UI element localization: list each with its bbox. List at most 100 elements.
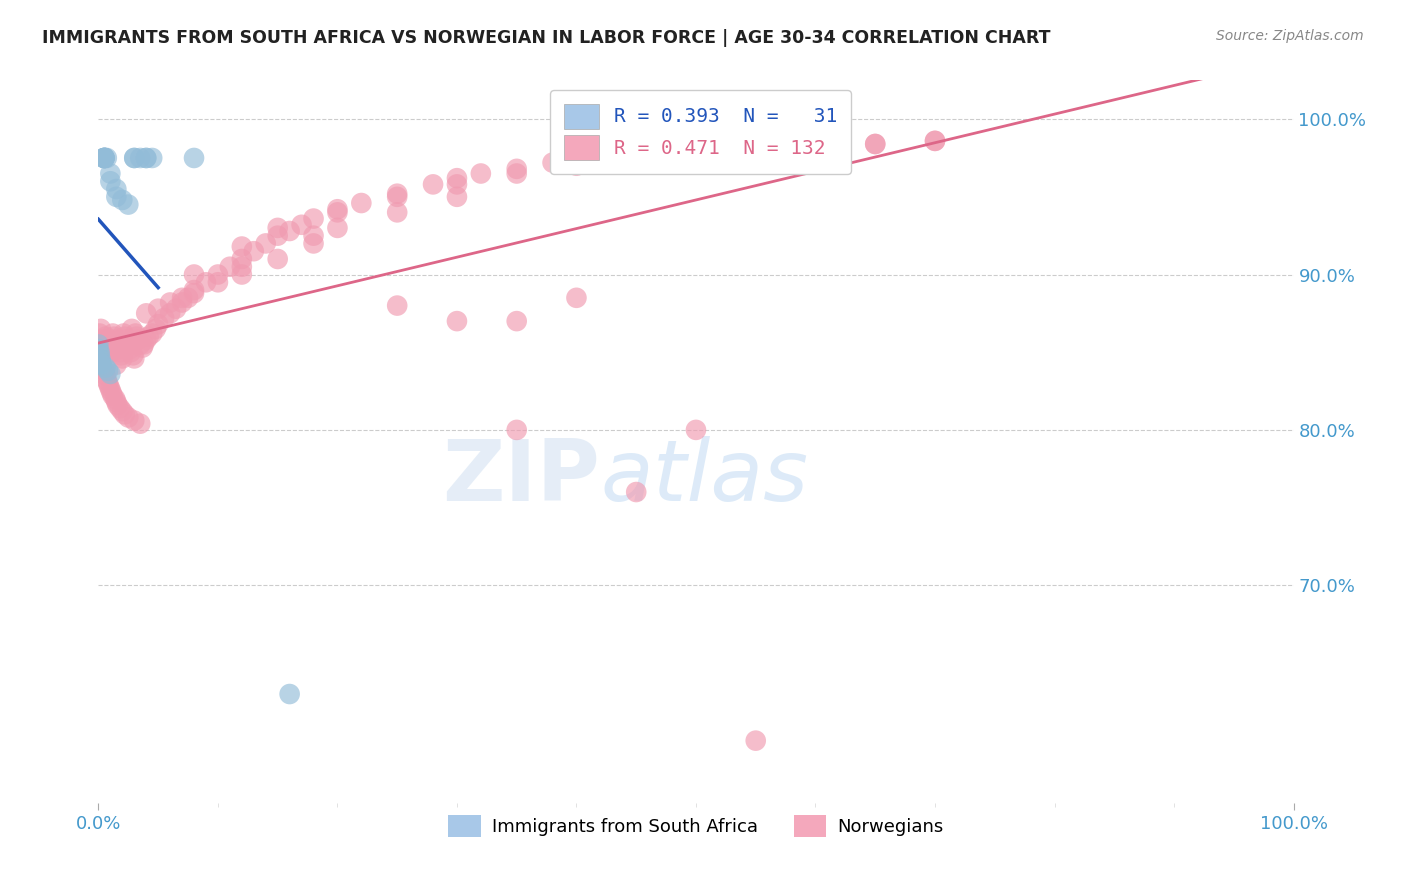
Point xyxy=(89,353,111,368)
Point xyxy=(302,236,325,251)
Point xyxy=(114,329,136,343)
Point xyxy=(93,151,115,165)
Point xyxy=(107,342,129,356)
Point xyxy=(231,260,253,274)
Point xyxy=(350,196,373,211)
Text: IMMIGRANTS FROM SOUTH AFRICA VS NORWEGIAN IN LABOR FORCE | AGE 30-34 CORRELATION: IMMIGRANTS FROM SOUTH AFRICA VS NORWEGIA… xyxy=(42,29,1050,46)
Point xyxy=(183,286,205,301)
Point xyxy=(104,335,127,350)
Point xyxy=(135,151,157,165)
Point xyxy=(117,410,139,425)
Point xyxy=(117,197,139,211)
Point xyxy=(129,151,152,165)
Point xyxy=(98,367,122,381)
Point xyxy=(98,342,122,356)
Point xyxy=(804,140,827,154)
Point xyxy=(107,339,129,353)
Point xyxy=(111,193,134,207)
Point xyxy=(90,356,112,370)
Point xyxy=(231,252,253,266)
Point xyxy=(745,143,768,157)
Point xyxy=(138,329,160,343)
Point xyxy=(115,333,138,347)
Point xyxy=(804,140,827,154)
Point xyxy=(924,134,946,148)
Point xyxy=(105,358,128,372)
Point xyxy=(267,220,290,235)
Point xyxy=(385,186,409,201)
Point xyxy=(385,190,409,204)
Point xyxy=(111,404,134,418)
Point xyxy=(129,417,152,431)
Point xyxy=(291,218,314,232)
Point xyxy=(97,335,120,350)
Point xyxy=(685,423,707,437)
Point xyxy=(589,151,612,165)
Point xyxy=(98,383,122,397)
Point xyxy=(124,413,146,427)
Point xyxy=(90,353,112,368)
Point xyxy=(153,311,176,326)
Point xyxy=(93,151,115,165)
Point xyxy=(127,333,149,347)
Point xyxy=(103,329,125,343)
Point xyxy=(326,202,349,217)
Point xyxy=(93,337,115,351)
Point xyxy=(98,339,121,353)
Point xyxy=(506,161,529,176)
Point xyxy=(148,317,170,331)
Point xyxy=(141,326,163,341)
Point xyxy=(302,228,325,243)
Point xyxy=(254,236,277,251)
Point xyxy=(98,174,122,188)
Text: Source: ZipAtlas.com: Source: ZipAtlas.com xyxy=(1216,29,1364,43)
Point xyxy=(446,171,468,186)
Point xyxy=(278,224,301,238)
Point xyxy=(97,376,120,391)
Point xyxy=(195,275,218,289)
Point xyxy=(541,155,564,169)
Point xyxy=(470,167,492,181)
Point xyxy=(219,260,242,274)
Point xyxy=(93,151,115,165)
Point xyxy=(87,348,110,362)
Point xyxy=(101,389,124,403)
Point xyxy=(626,485,648,500)
Point xyxy=(326,220,349,235)
Legend: Immigrants from South Africa, Norwegians: Immigrants from South Africa, Norwegians xyxy=(441,808,950,845)
Point xyxy=(107,398,129,412)
Point xyxy=(87,337,110,351)
Point xyxy=(100,345,122,359)
Point xyxy=(114,408,136,422)
Point xyxy=(120,345,142,359)
Point xyxy=(145,322,167,336)
Point xyxy=(183,151,205,165)
Point xyxy=(125,329,148,343)
Point xyxy=(865,136,887,151)
Point xyxy=(96,373,118,387)
Point xyxy=(98,167,122,181)
Point xyxy=(91,358,114,372)
Point xyxy=(105,182,128,196)
Point xyxy=(446,178,468,192)
Point xyxy=(89,345,111,359)
Point xyxy=(865,136,887,151)
Point xyxy=(626,151,648,165)
Point xyxy=(385,299,409,313)
Point xyxy=(177,291,200,305)
Point xyxy=(90,322,112,336)
Point xyxy=(124,151,146,165)
Point xyxy=(159,306,181,320)
Point xyxy=(661,143,683,157)
Point xyxy=(89,348,111,362)
Point xyxy=(141,151,163,165)
Point xyxy=(89,326,111,341)
Point xyxy=(207,268,229,282)
Point xyxy=(115,335,138,350)
Point xyxy=(124,351,146,366)
Point xyxy=(183,283,205,297)
Point xyxy=(122,348,145,362)
Point xyxy=(124,151,146,165)
Point xyxy=(278,687,301,701)
Point xyxy=(385,205,409,219)
